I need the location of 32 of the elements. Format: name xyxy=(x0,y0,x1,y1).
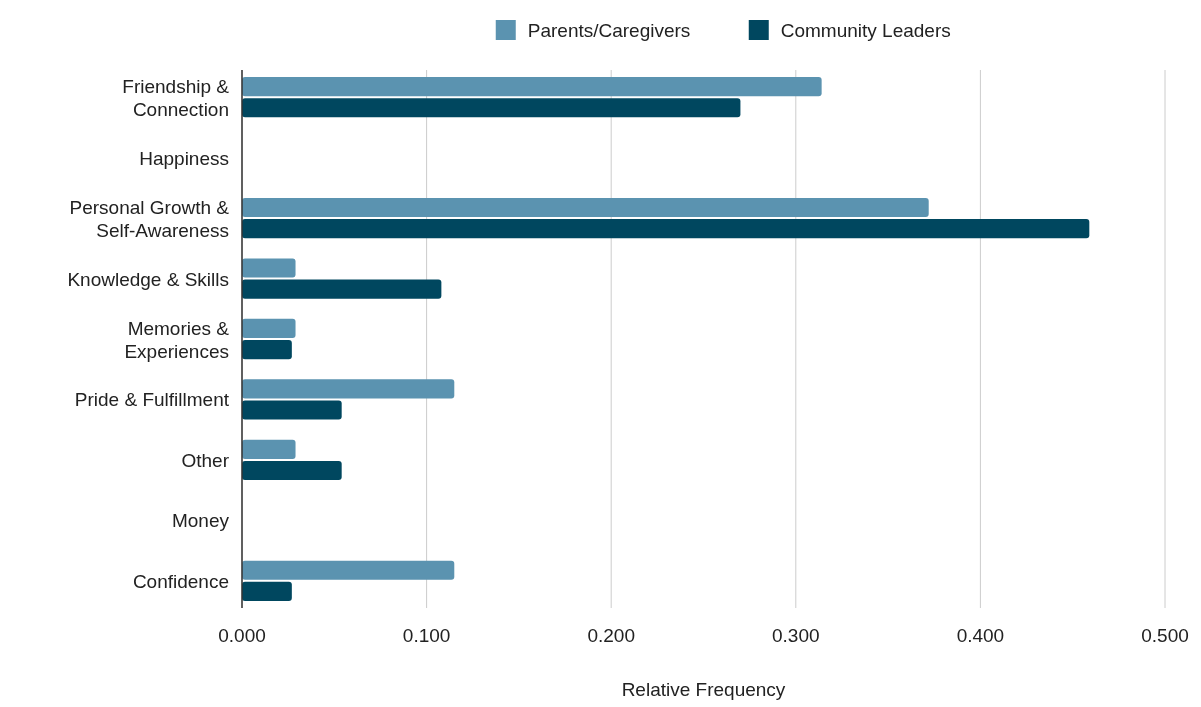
y-tick-label: Knowledge & Skills xyxy=(67,268,229,290)
y-tick-label: Friendship & Connection xyxy=(122,76,230,121)
y-tick-label: Memories & Experiences xyxy=(124,318,230,362)
bar xyxy=(242,219,1090,239)
bar xyxy=(242,560,455,580)
x-axis-title: Relative Frequency xyxy=(621,679,786,700)
bar xyxy=(242,98,741,118)
bar xyxy=(242,258,296,278)
bar xyxy=(242,439,296,459)
bar xyxy=(242,197,929,218)
bar xyxy=(242,318,296,338)
legend-label: Community Leaders xyxy=(780,20,951,41)
legend-label: Parents/Caregivers xyxy=(527,20,691,41)
bar xyxy=(242,340,292,360)
y-tick-label: Confidence xyxy=(132,570,229,592)
y-tick-label: Money xyxy=(171,510,230,532)
bar xyxy=(242,400,342,420)
y-tick-label: Other xyxy=(181,449,230,471)
bar xyxy=(242,460,342,481)
x-tick-label: 0.300 xyxy=(772,625,820,646)
bar xyxy=(242,77,822,97)
x-tick-label: 0.000 xyxy=(218,625,266,646)
y-tick-label: Personal Growth & Self-Awareness xyxy=(69,197,230,242)
y-tick-label: Pride & Fulfillment xyxy=(74,389,230,411)
x-tick-label: 0.200 xyxy=(587,625,635,646)
bar xyxy=(242,279,442,299)
x-tick-label: 0.500 xyxy=(1141,625,1189,646)
y-tick-label: Happiness xyxy=(139,147,229,169)
x-tick-label: 0.400 xyxy=(956,625,1005,646)
x-tick-label: 0.100 xyxy=(402,625,451,646)
bar xyxy=(242,581,292,601)
bar xyxy=(242,379,455,399)
